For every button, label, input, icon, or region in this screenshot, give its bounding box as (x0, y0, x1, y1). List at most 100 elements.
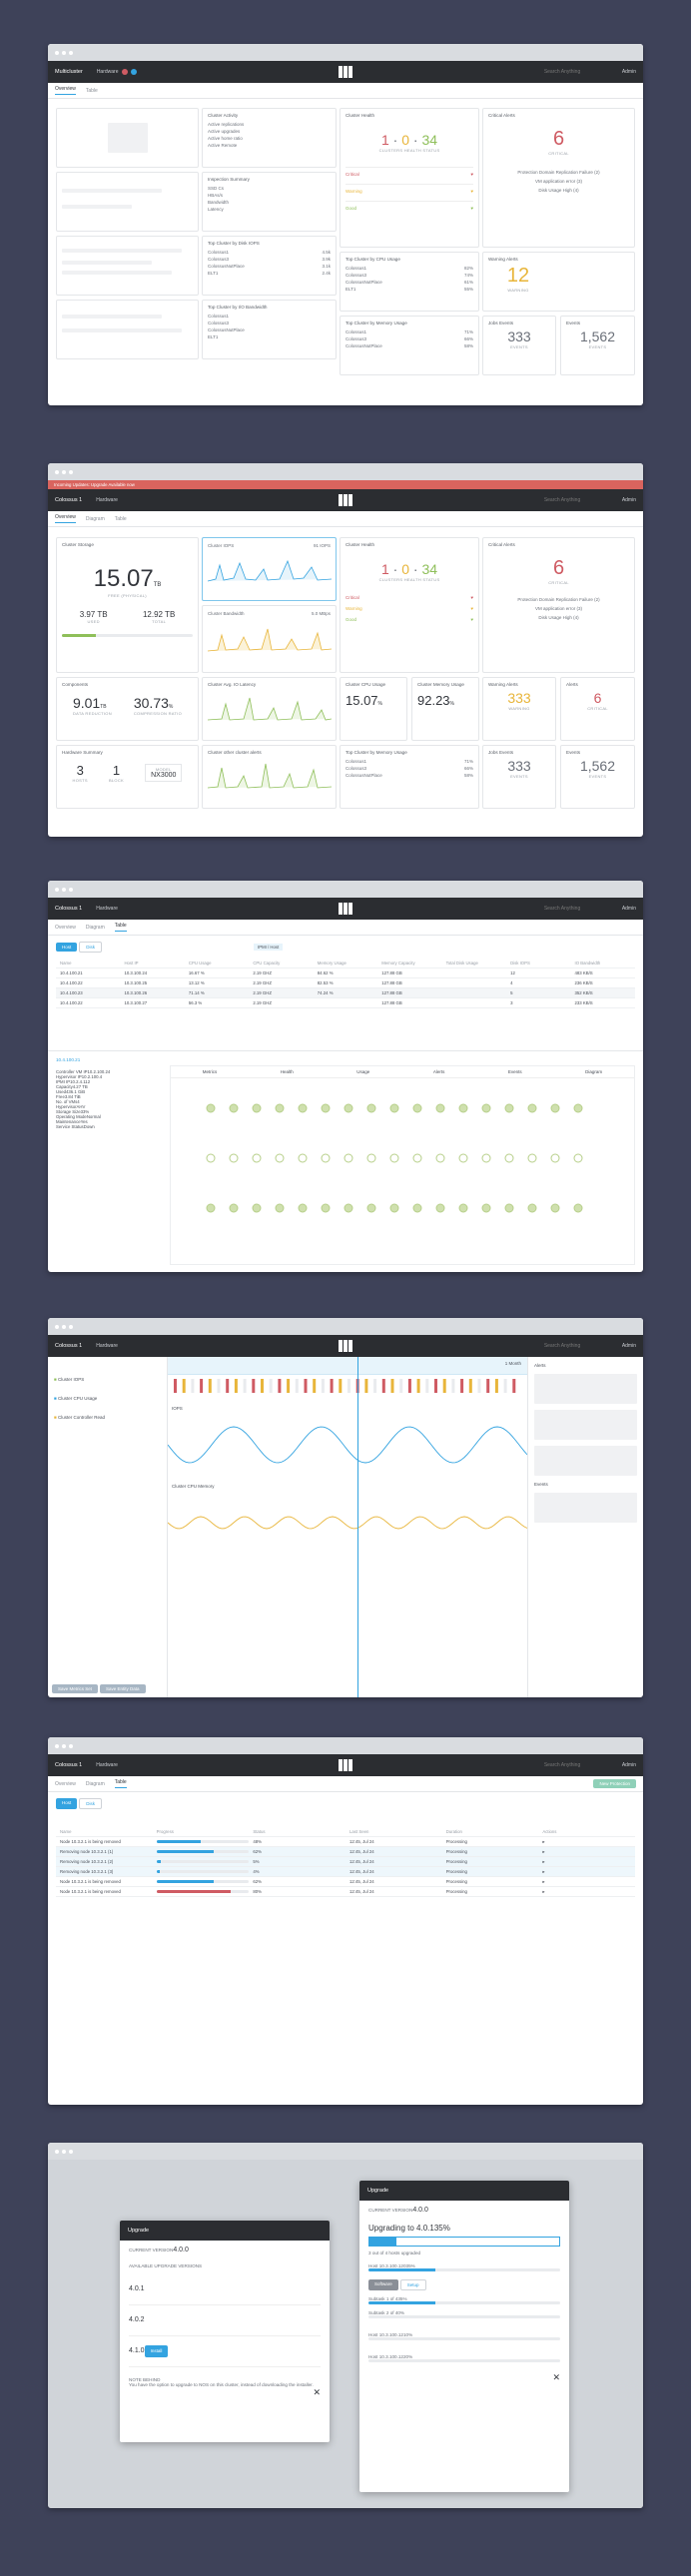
alert-link[interactable]: VM application error (3) (534, 179, 583, 184)
warning-alerts-widget: Warning Alerts 12 WARNING (482, 252, 635, 312)
jobs-widget: Jobs Events 333 EVENTS (482, 316, 556, 375)
new-protection-button[interactable]: New Protection (593, 1779, 636, 1788)
table-row[interactable]: Removing node 10.3.2.1 (3) 4% 12:45, Jul 2… (56, 1867, 635, 1877)
row-action-icon[interactable]: ▸ (542, 1838, 545, 1844)
close-icon[interactable]: ✕ (313, 2387, 321, 2397)
search-input[interactable]: Search Anything (543, 497, 581, 503)
search-input[interactable]: Search Anything (543, 1762, 581, 1768)
property-row: Capacity4.27 TB (56, 1084, 88, 1089)
table-row[interactable]: Removing node 10.3.2.1 (2) 5% 12:45, Jul 2… (56, 1857, 635, 1867)
components-widget: Components 9.01TB DATA REDUCTION 30.73% CO… (56, 677, 199, 741)
detail-tab[interactable]: Alerts (432, 1069, 445, 1074)
column-header[interactable]: Host IP (124, 961, 139, 966)
row-action-icon[interactable]: ▸ (542, 1878, 545, 1884)
tab-overview[interactable]: Overview (55, 514, 76, 523)
detail-tab[interactable]: Events (507, 1069, 522, 1074)
top-disk-iops-widget: Top Cluster by Disk IOPS Colossus1 4.5k C… (202, 236, 337, 296)
column-header[interactable]: Name (60, 1829, 72, 1834)
disk-view-button[interactable]: Disk (79, 942, 103, 953)
table-row[interactable]: Node 10.3.2.1 is being removed 80% 12:45, … (56, 1887, 635, 1897)
row-action-icon[interactable]: ▸ (542, 1888, 545, 1894)
property-row: Free3.84 TiB (56, 1094, 81, 1099)
close-icon[interactable]: ✕ (552, 2372, 560, 2382)
filter-chip[interactable]: IPMI / Host (254, 944, 284, 951)
column-header[interactable]: Disk IOPS (510, 961, 530, 966)
health-diagram (206, 1103, 583, 1213)
search-input[interactable]: Search Anything (543, 906, 581, 912)
column-header[interactable]: Progress (156, 1829, 174, 1834)
health-node (206, 1153, 216, 1163)
detail-tab[interactable]: Metrics (202, 1069, 218, 1074)
column-header[interactable]: IO Bandwidth (574, 961, 601, 966)
health-node (229, 1203, 239, 1213)
table-row[interactable]: 10.4.100.23 10.3.100.26 71.14 % 2.19 GHZ 74.… (56, 988, 635, 998)
save-entity-button[interactable]: Save Entity Data (100, 1684, 146, 1693)
tab-diagram[interactable]: Diagram (85, 515, 105, 522)
table-row[interactable]: Node 10.3.2.1 is being removed 48% 12:45, … (56, 1837, 635, 1847)
alert-link[interactable]: Disk Usage High (4) (538, 188, 579, 193)
detail-tab[interactable]: Health (280, 1069, 294, 1074)
health-node (550, 1153, 560, 1163)
health-node (573, 1103, 583, 1113)
health-node (389, 1153, 399, 1163)
host-view-button[interactable]: Host (56, 943, 78, 952)
column-header[interactable]: Memory Capacity (381, 961, 415, 966)
health-node (458, 1203, 468, 1213)
search-input[interactable]: Search Anything (543, 1343, 581, 1349)
event-marker (321, 1379, 325, 1393)
detail-tab[interactable]: Diagram (585, 1069, 603, 1074)
time-cursor[interactable] (357, 1357, 358, 1697)
tab-overview[interactable]: Overview (55, 86, 76, 95)
cluster-alerts-widget[interactable]: Cluster other cluster alerts (202, 745, 337, 809)
column-header[interactable]: Total Disk Usage (445, 961, 478, 966)
column-header[interactable]: Memory Usage (317, 961, 346, 966)
table-row[interactable]: Node 10.3.2.1 is being removed 62% 12:45, … (56, 1877, 635, 1887)
alert-link[interactable]: Protection Domain Replication Failure (2… (517, 170, 600, 175)
search-input[interactable]: Search Anything (543, 69, 581, 75)
detail-tab[interactable]: Usage (356, 1069, 370, 1074)
health-node (321, 1103, 331, 1113)
cluster-name[interactable]: Multicluster (55, 69, 83, 75)
alert-badge-icon[interactable] (121, 69, 128, 75)
row-action-icon[interactable]: ▸ (542, 1858, 545, 1864)
property-row: No. of VMs4 (56, 1099, 80, 1104)
row-action-icon[interactable]: ▸ (542, 1848, 545, 1854)
upgrade-progress-bar (369, 2238, 396, 2246)
health-node (275, 1103, 285, 1113)
event-marker (330, 1379, 334, 1393)
health-node (298, 1203, 308, 1213)
table-row[interactable]: 10.4.100.21 10.3.100.24 16.67 % 2.19 GHZ 84.… (56, 968, 635, 978)
cluster-iops-widget[interactable]: Cluster IOPS 91 IOPS (202, 537, 337, 601)
health-node (229, 1103, 239, 1113)
cluster-name[interactable]: Colossus 1 (55, 497, 83, 503)
table-row[interactable]: Removing node 10.3.2.1 (1) 62% 12:45, Jul … (56, 1847, 635, 1857)
environment-menu[interactable]: Hardware (96, 69, 119, 75)
cluster-bandwidth-widget[interactable]: Cluster Bandwidth 5.0 MBps (202, 605, 337, 673)
tab-table[interactable]: Table (85, 87, 98, 94)
event-marker (494, 1379, 498, 1393)
health-node (573, 1203, 583, 1213)
column-header[interactable]: Actions (542, 1829, 557, 1834)
column-header[interactable]: Last Seen (349, 1829, 369, 1834)
property-row: Service StatusDown (56, 1124, 95, 1129)
io-latency-widget[interactable]: Cluster Avg. IO Latency (202, 677, 337, 741)
tab-table[interactable]: Table (114, 515, 127, 522)
column-header[interactable]: CPU Usage (188, 961, 212, 966)
health-node (344, 1203, 353, 1213)
critical-alerts-widget: Critical Alerts 6 CRITICAL Protection Do… (482, 537, 635, 673)
row-action-icon[interactable]: ▸ (542, 1868, 545, 1874)
install-button[interactable]: Install (144, 2345, 169, 2357)
save-metrics-button[interactable]: Save Metrics Set (52, 1684, 99, 1693)
health-node (252, 1153, 262, 1163)
column-header[interactable]: CPU Capacity (253, 961, 281, 966)
property-row: Hypervisor IP10.2.100.4 (56, 1074, 103, 1079)
table-row[interactable]: 10.4.100.22 10.3.100.25 13.12 % 2.19 GHZ 82.… (56, 978, 635, 988)
task-badge-icon[interactable] (130, 69, 137, 75)
admin-menu[interactable]: Admin (621, 69, 636, 75)
upgrade-banner[interactable]: Incoming Updates: Upgrade Available now (48, 480, 643, 489)
event-marker (252, 1379, 256, 1393)
table-row[interactable]: 10.4.100.22 10.3.100.27 56.3 % 2.19 GHZ 127.… (56, 998, 635, 1008)
column-header[interactable]: Status (253, 1829, 266, 1834)
column-header[interactable]: Name (60, 961, 72, 966)
column-header[interactable]: Duration (445, 1829, 462, 1834)
